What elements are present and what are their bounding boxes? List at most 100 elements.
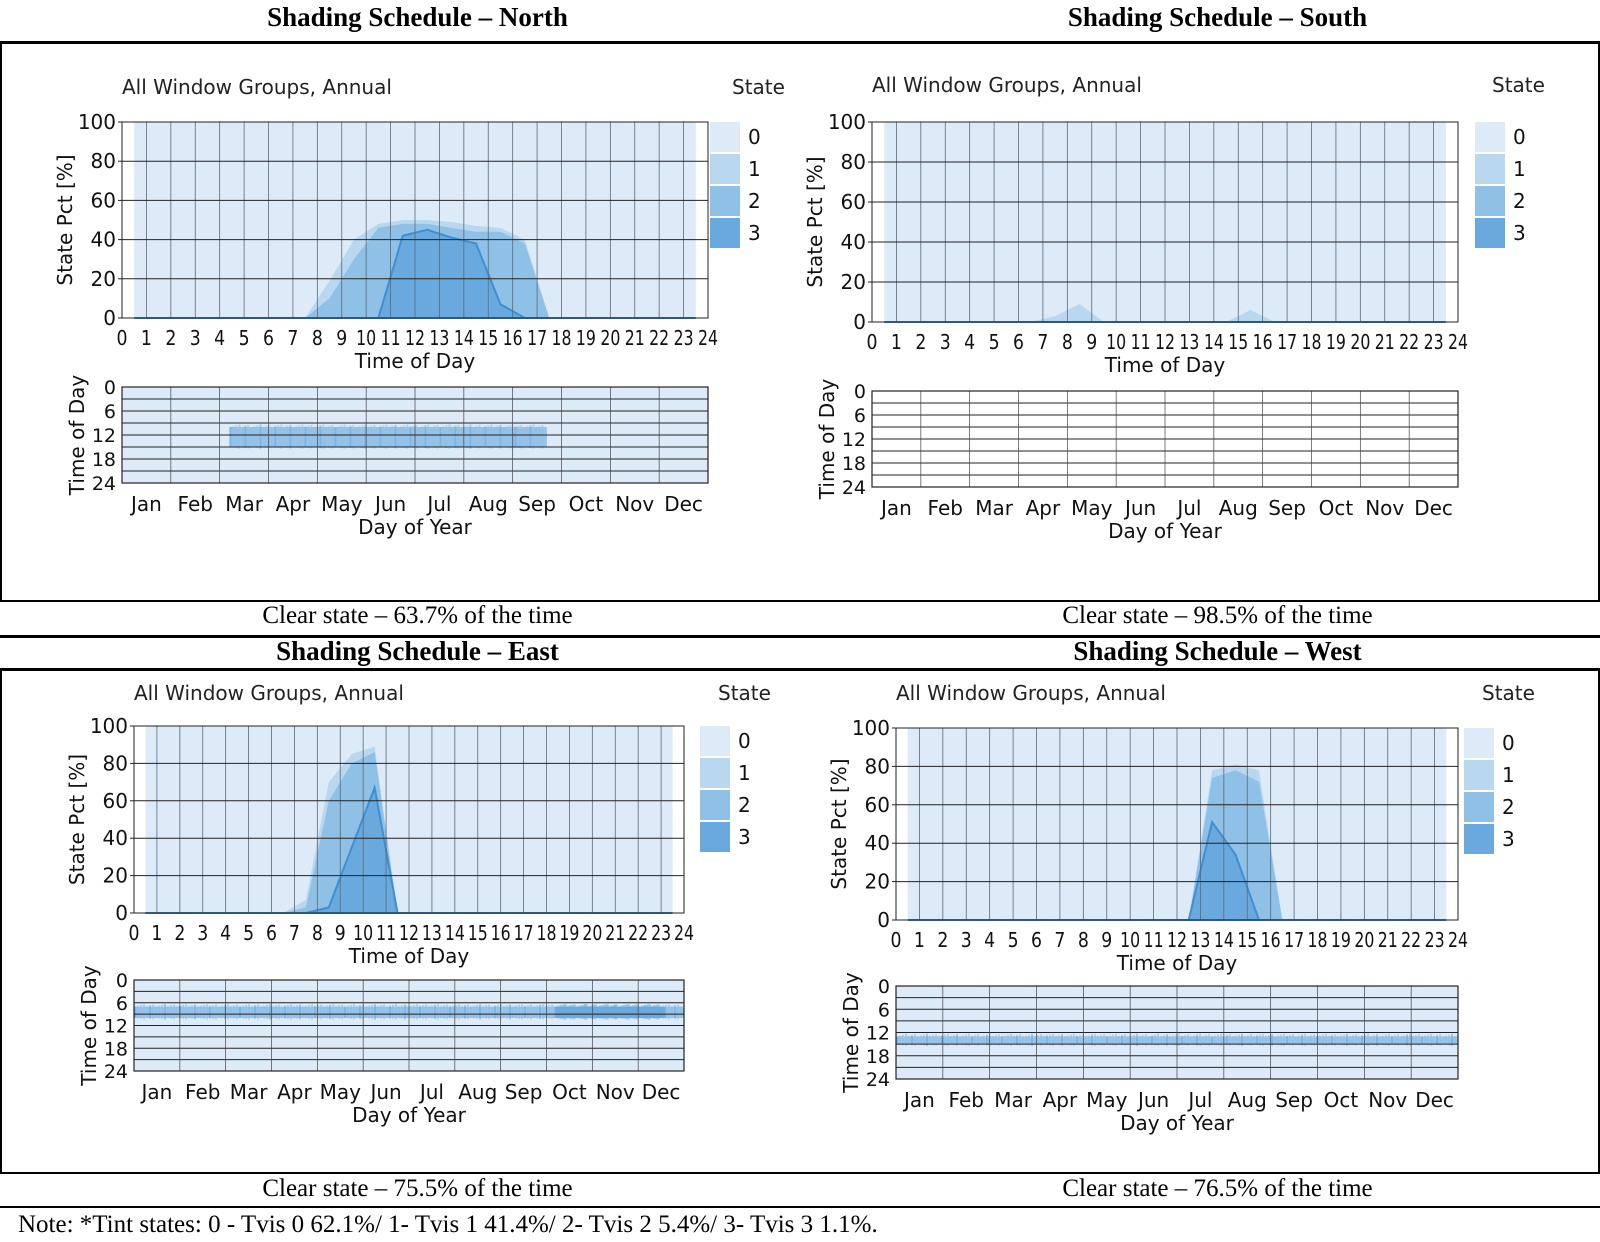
heatmap-cell <box>1004 1035 1006 1045</box>
heatmap-cell <box>1337 1036 1339 1045</box>
x-tick-label: 11 <box>1144 928 1164 952</box>
x-tick-label: 5 <box>1008 928 1019 952</box>
heatmap-cell <box>523 427 526 447</box>
heatmap-cell <box>155 1006 157 1018</box>
heatmap-cell <box>302 1006 304 1018</box>
heatmap-cell <box>170 1005 172 1019</box>
heatmap-month-label: Jul <box>1175 496 1201 520</box>
y-tick-label: 20 <box>841 270 866 294</box>
heatmap-cell <box>576 1006 579 1018</box>
heatmap-cell <box>1289 1035 1291 1045</box>
heatmap-cell <box>1409 1033 1411 1046</box>
heatmap-cell <box>1181 1035 1183 1045</box>
y-axis-label: State Pct [%] <box>803 156 827 287</box>
x-tick-label: 23 <box>1424 330 1444 354</box>
heatmap-cell <box>424 425 427 449</box>
heatmap-cell <box>239 1006 241 1018</box>
heatmap-cell <box>1310 1035 1312 1045</box>
heatmap-cell <box>224 1004 226 1020</box>
x-tick-label: 14 <box>1214 928 1234 952</box>
y-tick-label: 40 <box>841 230 866 254</box>
heatmap-cell <box>1124 1034 1126 1046</box>
heatmap-month-label: Mar <box>230 1080 269 1104</box>
heatmap-month-label: Jan <box>879 496 912 520</box>
heatmap-cell <box>215 1004 217 1020</box>
heatmap-cell <box>491 1006 493 1018</box>
y-axis-label: State Pct [%] <box>53 154 77 285</box>
heatmap-cell <box>914 1034 916 1046</box>
heatmap-cell <box>1076 1035 1078 1045</box>
heatmap-month-label: May <box>1086 1088 1128 1112</box>
heatmap-y-tick-label: 0 <box>854 381 866 403</box>
heatmap-cell <box>451 426 454 448</box>
y-tick-label: 100 <box>828 110 866 134</box>
heatmap-cell <box>475 425 478 448</box>
x-tick-label: 24 <box>698 326 718 350</box>
heatmap-cell <box>630 1006 633 1019</box>
heatmap-cell <box>407 1006 409 1018</box>
x-tick-label: 1 <box>891 330 902 354</box>
heatmap-cell <box>410 1005 412 1019</box>
heatmap-cell <box>633 1005 636 1019</box>
y-tick-label: 0 <box>877 908 890 932</box>
heatmap-frame <box>871 390 1459 488</box>
heatmap-month-label: Nov <box>596 1080 635 1104</box>
note-rule <box>0 1206 1600 1208</box>
heatmap-month-label: Sep <box>505 1080 543 1104</box>
heatmap-cell <box>262 426 265 448</box>
plot-frame <box>133 725 685 914</box>
heatmap-cell <box>1241 1033 1243 1046</box>
heatmap-cell <box>1172 1035 1174 1045</box>
heatmap-cell <box>1103 1034 1105 1046</box>
heatmap-cell <box>173 1004 175 1020</box>
plot-frame <box>871 121 1459 323</box>
x-tick-label: 14 <box>1204 330 1224 354</box>
chart-title: All Window Groups, Annual <box>896 681 1166 705</box>
heatmap-y-tick-label: 12 <box>866 1023 890 1045</box>
x-tick-label: 17 <box>1277 330 1297 354</box>
x-tick-label: 3 <box>197 921 208 945</box>
heatmap-cell <box>1064 1036 1066 1045</box>
heatmap-cell <box>457 424 460 449</box>
heatmap-cell <box>367 426 370 448</box>
x-tick-label: 12 <box>1155 330 1175 354</box>
heatmap-cell <box>259 424 262 449</box>
heatmap-cell <box>314 1006 316 1019</box>
heatmap-cell <box>376 427 379 447</box>
chart-south: All Window Groups, Annual State0204060801… <box>803 73 1545 543</box>
heatmap-cell <box>932 1035 934 1045</box>
heatmap-frame <box>133 979 685 1072</box>
heatmap-cell <box>1070 1034 1072 1046</box>
heatmap-cell <box>347 1005 349 1019</box>
heatmap-cell <box>1148 1036 1150 1045</box>
heatmap-cell <box>332 1003 334 1020</box>
heatmap-cell <box>323 1006 325 1018</box>
heatmap-frame <box>121 386 709 484</box>
heatmap-cell <box>482 1006 484 1019</box>
heatmap-cell <box>1073 1033 1075 1046</box>
heatmap-cell <box>529 425 532 449</box>
heatmap-cell <box>530 1004 532 1020</box>
heatmap-cell <box>371 1004 373 1020</box>
x-tick-label: 0 <box>867 330 878 354</box>
heatmap-cell <box>1055 1035 1057 1045</box>
heatmap-cell <box>443 1005 445 1019</box>
x-tick-label: 6 <box>1013 330 1024 354</box>
heatmap-cell <box>541 424 544 449</box>
heatmap-cell <box>496 425 499 448</box>
heatmap-cell <box>313 427 316 447</box>
heatmap-cell <box>582 1004 585 1020</box>
heatmap-cell <box>588 1006 591 1019</box>
heatmap-cell <box>437 1003 439 1020</box>
x-tick-label: 9 <box>335 921 346 945</box>
heatmap-cell <box>1142 1035 1144 1045</box>
heatmap-cell <box>1238 1034 1240 1046</box>
chart-west: All Window Groups, Annual State0204060801… <box>827 681 1535 1135</box>
y-tick-label: 60 <box>103 789 128 813</box>
heatmap-cell <box>1211 1036 1213 1045</box>
heatmap-month-label: Feb <box>949 1088 984 1112</box>
heatmap-cell <box>1247 1035 1249 1045</box>
heatmap-cell <box>920 1035 922 1045</box>
heatmap-cell <box>612 1005 615 1019</box>
heatmap-cell <box>481 427 484 447</box>
